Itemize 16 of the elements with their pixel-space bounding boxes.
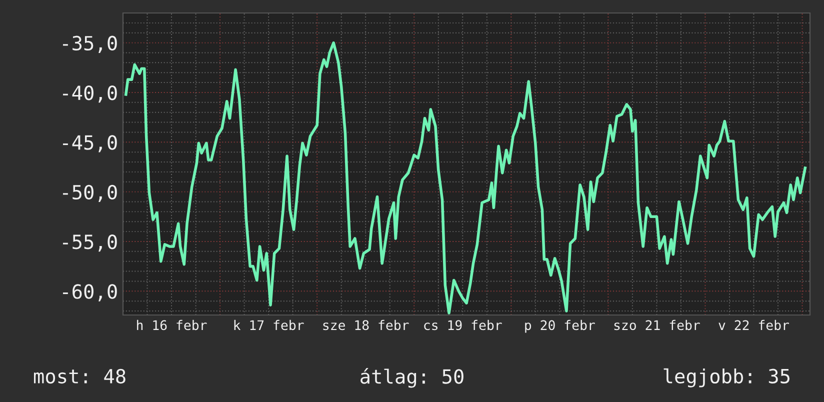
x-tick-label: cs 19 febr — [424, 320, 502, 330]
y-tick-label: -45,0 — [62, 135, 117, 152]
text: most: 48 — [34, 368, 126, 384]
x-tick-label: k 17 febr — [234, 320, 304, 330]
x-tick-label: h 16 febr — [137, 320, 207, 330]
y-tick-label: -35,0 — [62, 36, 117, 53]
x-tick-label: v 22 febr — [718, 320, 789, 330]
text: legjobb: 35 — [664, 368, 790, 388]
y-tick-label: -60,0 — [62, 284, 117, 302]
x-tick-label: szo 21 febr — [614, 320, 700, 330]
x-tick-label: sze 18 febr — [323, 320, 409, 330]
y-tick-label: -50,0 — [62, 184, 117, 202]
y-tick-label: -55,0 — [62, 234, 117, 252]
y-tick-label: -40,0 — [62, 85, 117, 103]
x-tick-label: p 20 febr — [525, 320, 595, 333]
text: átlag: 50 — [360, 368, 464, 388]
